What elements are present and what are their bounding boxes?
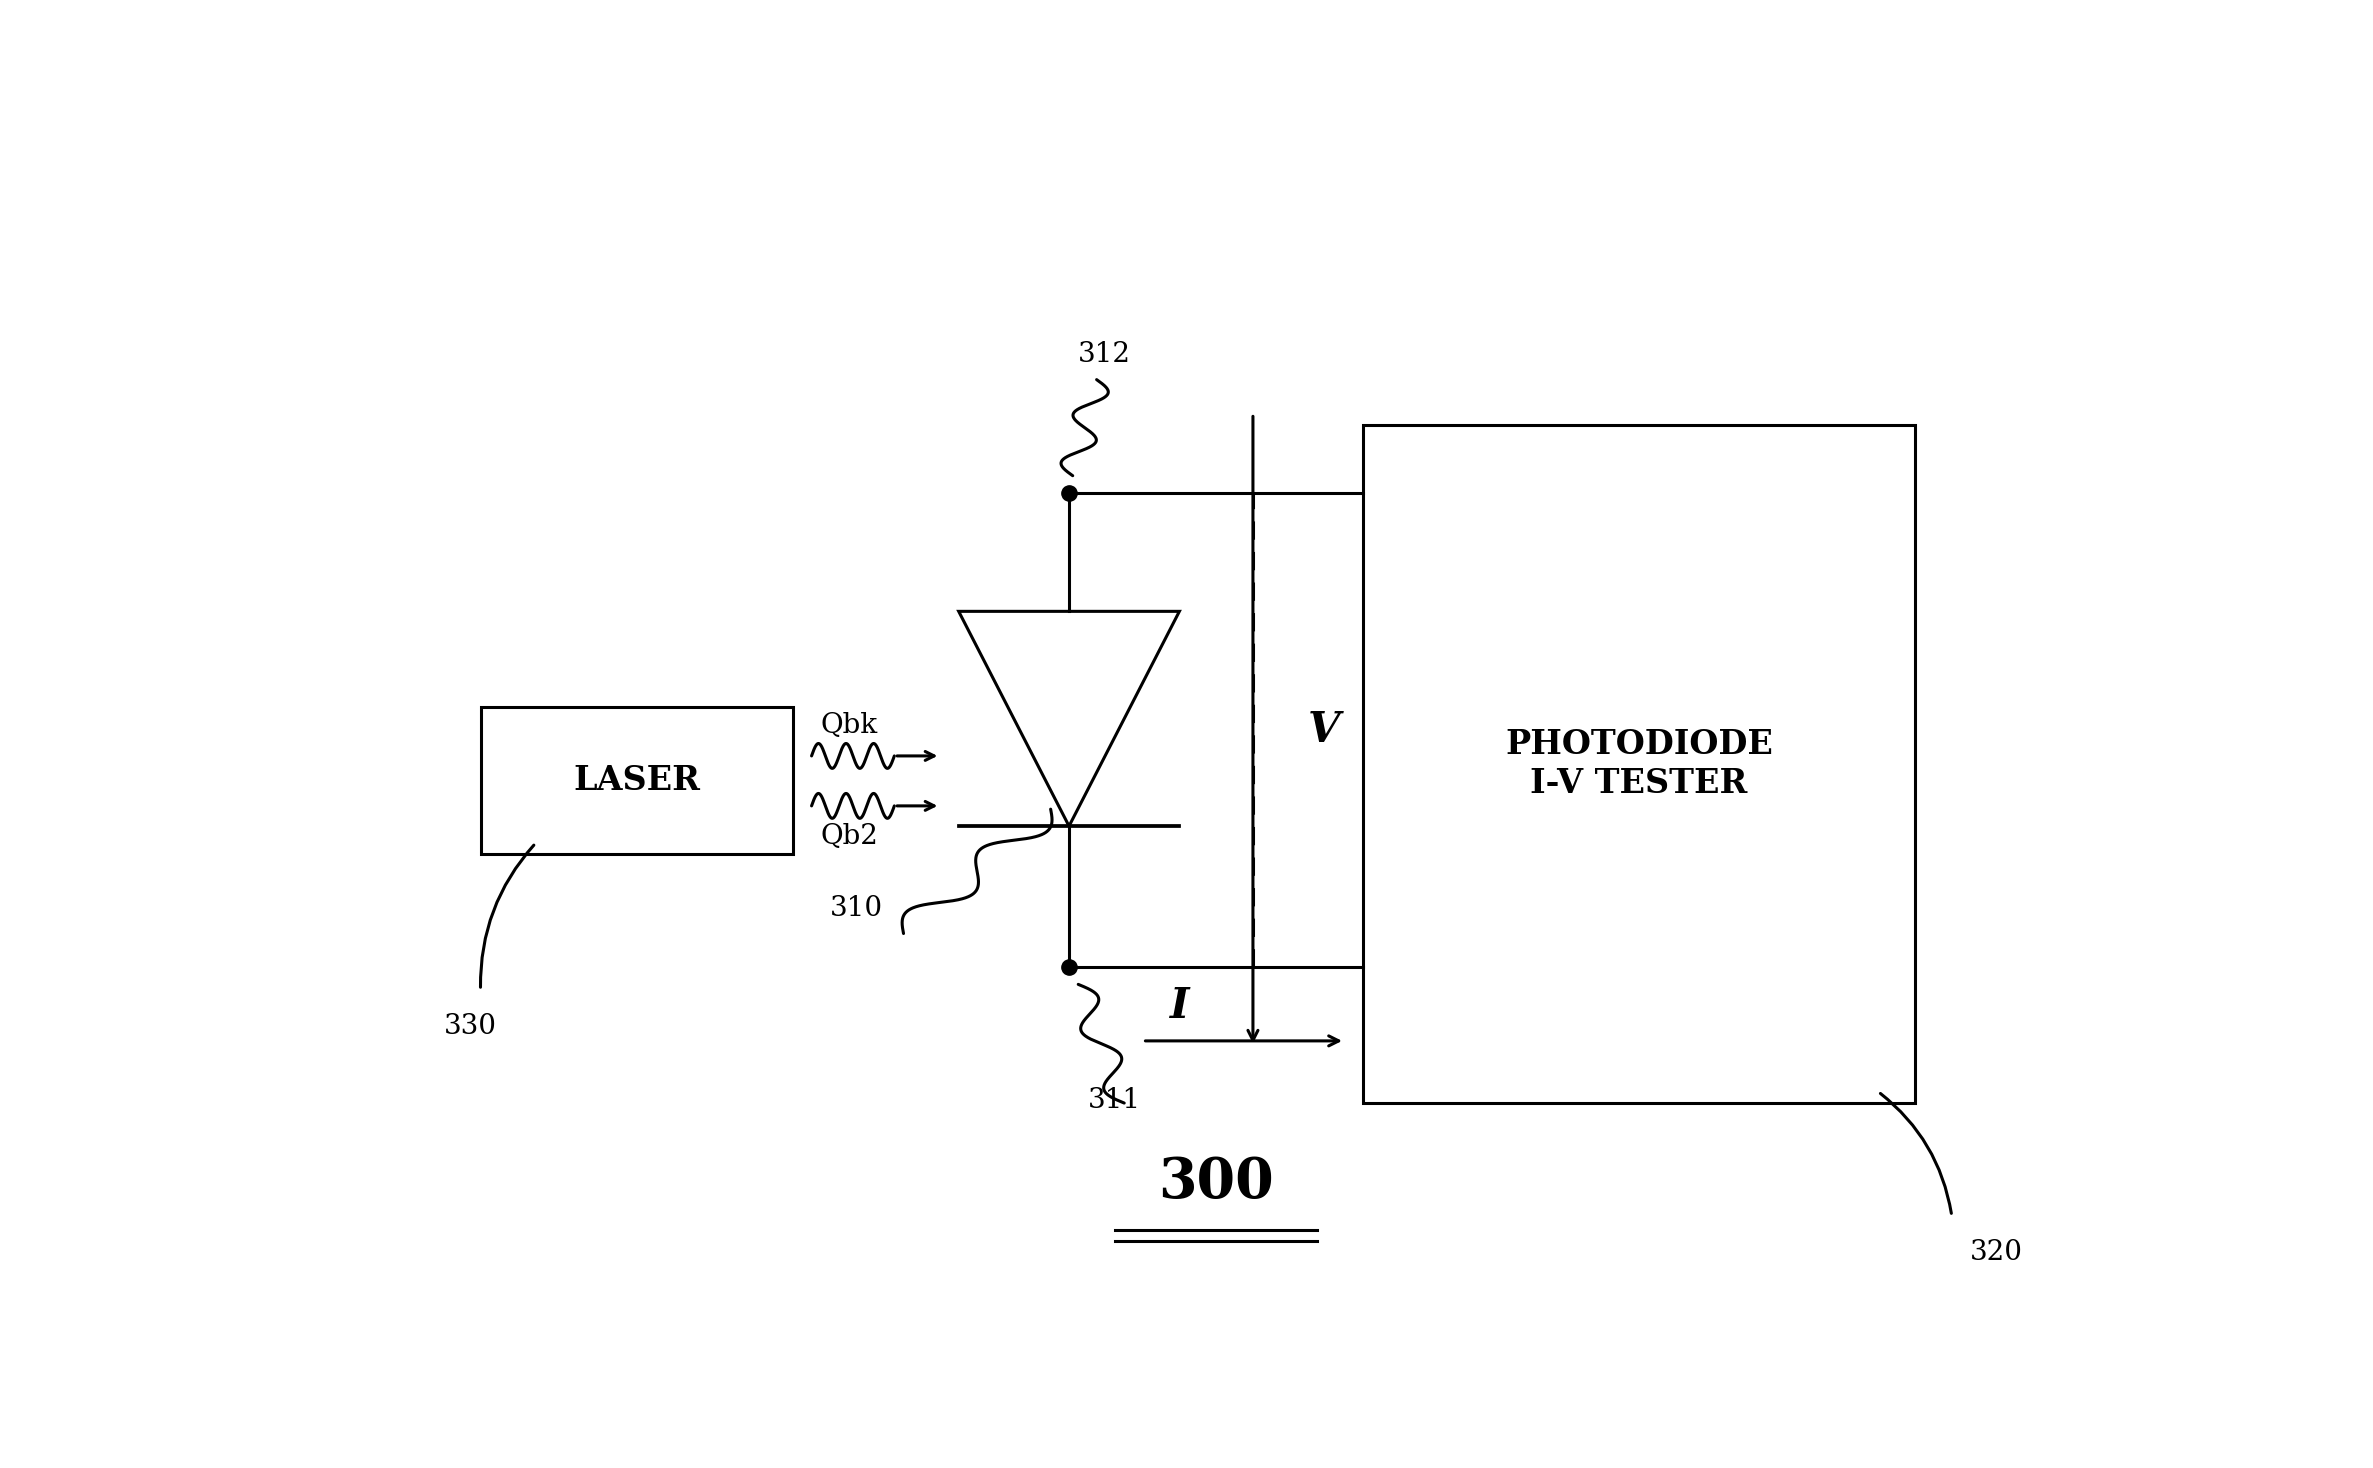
Text: 310: 310 <box>831 895 883 922</box>
Bar <box>479 708 793 854</box>
Text: V: V <box>1308 709 1341 752</box>
Text: I: I <box>1170 985 1189 1028</box>
Text: 311: 311 <box>1087 1088 1141 1114</box>
Text: Qb2: Qb2 <box>821 824 878 850</box>
Text: 300: 300 <box>1158 1155 1274 1210</box>
Text: PHOTODIODE
I-V TESTER: PHOTODIODE I-V TESTER <box>1504 728 1773 800</box>
Text: Qbk: Qbk <box>821 712 878 738</box>
Text: 312: 312 <box>1077 342 1132 368</box>
Text: 320: 320 <box>1970 1239 2024 1265</box>
Bar <box>1364 424 1915 1102</box>
Text: LASER: LASER <box>574 765 700 797</box>
Text: 330: 330 <box>444 1013 496 1039</box>
